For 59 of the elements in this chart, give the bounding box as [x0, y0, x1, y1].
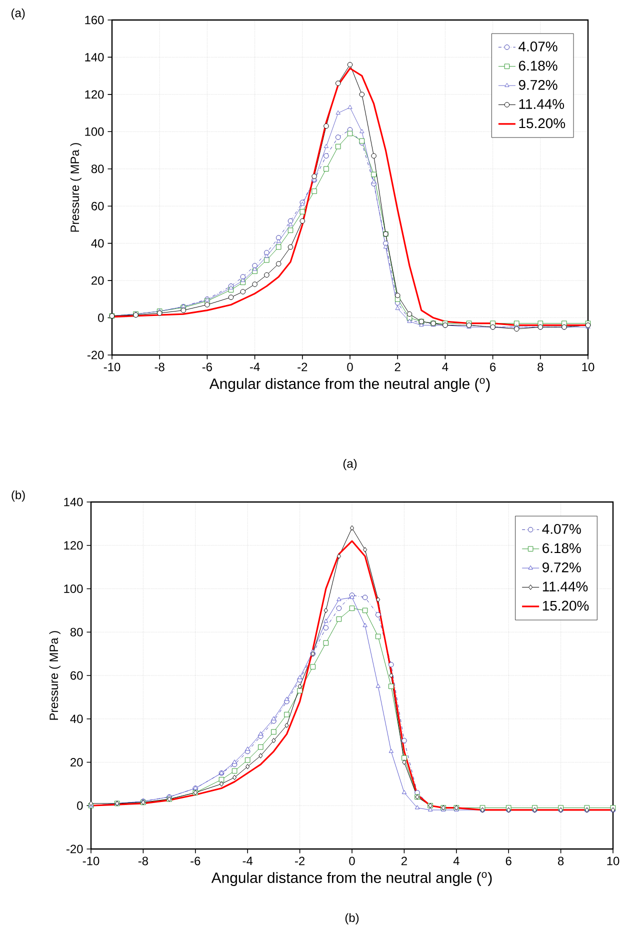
x-tick-label: -4	[250, 362, 260, 371]
x-tick-label: -2	[298, 362, 308, 372]
x-tick-label: 10	[607, 856, 620, 866]
legend-label: 4.07%	[518, 42, 558, 52]
y-tick-label: 120	[85, 90, 104, 99]
legend-label: 4.07%	[542, 524, 581, 534]
y-tick-label: 0	[98, 314, 104, 322]
y-tick-label: 80	[91, 164, 104, 174]
text: (b)	[345, 913, 359, 924]
y-tick-label: 140	[85, 52, 104, 62]
y-tick-label: -20	[87, 350, 104, 360]
x-tick-label: -8	[154, 362, 164, 372]
x-tick-label: 8	[558, 856, 564, 866]
y-axis-title: Pressure ( MPa )	[70, 143, 82, 232]
legend-label: 15.20%	[542, 600, 589, 611]
y-tick-label: 40	[91, 239, 104, 248]
x-tick-label: 0	[349, 856, 355, 866]
legend-label: 11.44%	[519, 99, 564, 109]
y-tick-label: 160	[85, 16, 104, 24]
y-axis-title: Pressure ( MPa )	[49, 631, 60, 720]
y-tick-label: 60	[92, 202, 104, 210]
y-tick-label: 140	[64, 498, 83, 506]
x-axis-title: Angular distance from the neutral angle ($^{o}$)	[211, 872, 492, 886]
x-tick-label: 2	[401, 856, 407, 866]
y-tick-label: 100	[64, 584, 83, 593]
x-tick-label: -10	[82, 856, 100, 866]
x-tick-label: 10	[582, 362, 594, 372]
y-tick-label: 40	[70, 714, 83, 724]
legend-label: 11.44%	[542, 582, 588, 592]
x-tick-label: -10	[104, 362, 120, 372]
legend-label: 9.72%	[518, 80, 558, 90]
legend-label: 9.72%	[542, 562, 581, 572]
chart-title: (b)	[12, 490, 25, 502]
y-tick-label: 60	[70, 671, 83, 680]
x-tick-label: 2	[394, 362, 400, 372]
x-tick-label: -8	[138, 856, 148, 866]
x-tick-label: 4	[442, 362, 448, 371]
x-axis-title: Angular distance from the neutral angle ($^{o}$)	[209, 378, 490, 392]
y-tick-label: 80	[70, 628, 83, 636]
y-tick-label: 100	[85, 127, 104, 136]
x-tick-label: 4	[453, 856, 460, 865]
legend-label: 6.18%	[518, 60, 558, 71]
y-tick-label: 120	[64, 541, 83, 550]
x-tick-label: -2	[295, 856, 305, 866]
x-tick-label: -6	[202, 362, 212, 372]
legend-label: 6.18%	[542, 543, 581, 554]
text: (a)	[343, 459, 357, 470]
chart-title: (a)	[12, 8, 25, 20]
x-tick-label: 6	[506, 856, 512, 866]
x-tick-label: -6	[190, 856, 200, 866]
y-tick-label: 20	[92, 276, 104, 285]
y-tick-label: 20	[70, 758, 83, 766]
x-tick-label: 6	[490, 362, 496, 372]
x-tick-label: 0	[347, 362, 353, 372]
legend-label: 15.20%	[519, 118, 566, 128]
x-tick-label: -4	[242, 856, 253, 865]
x-tick-label: 8	[538, 362, 544, 372]
y-tick-label: 0	[77, 801, 83, 810]
y-tick-label: -20	[66, 844, 83, 854]
